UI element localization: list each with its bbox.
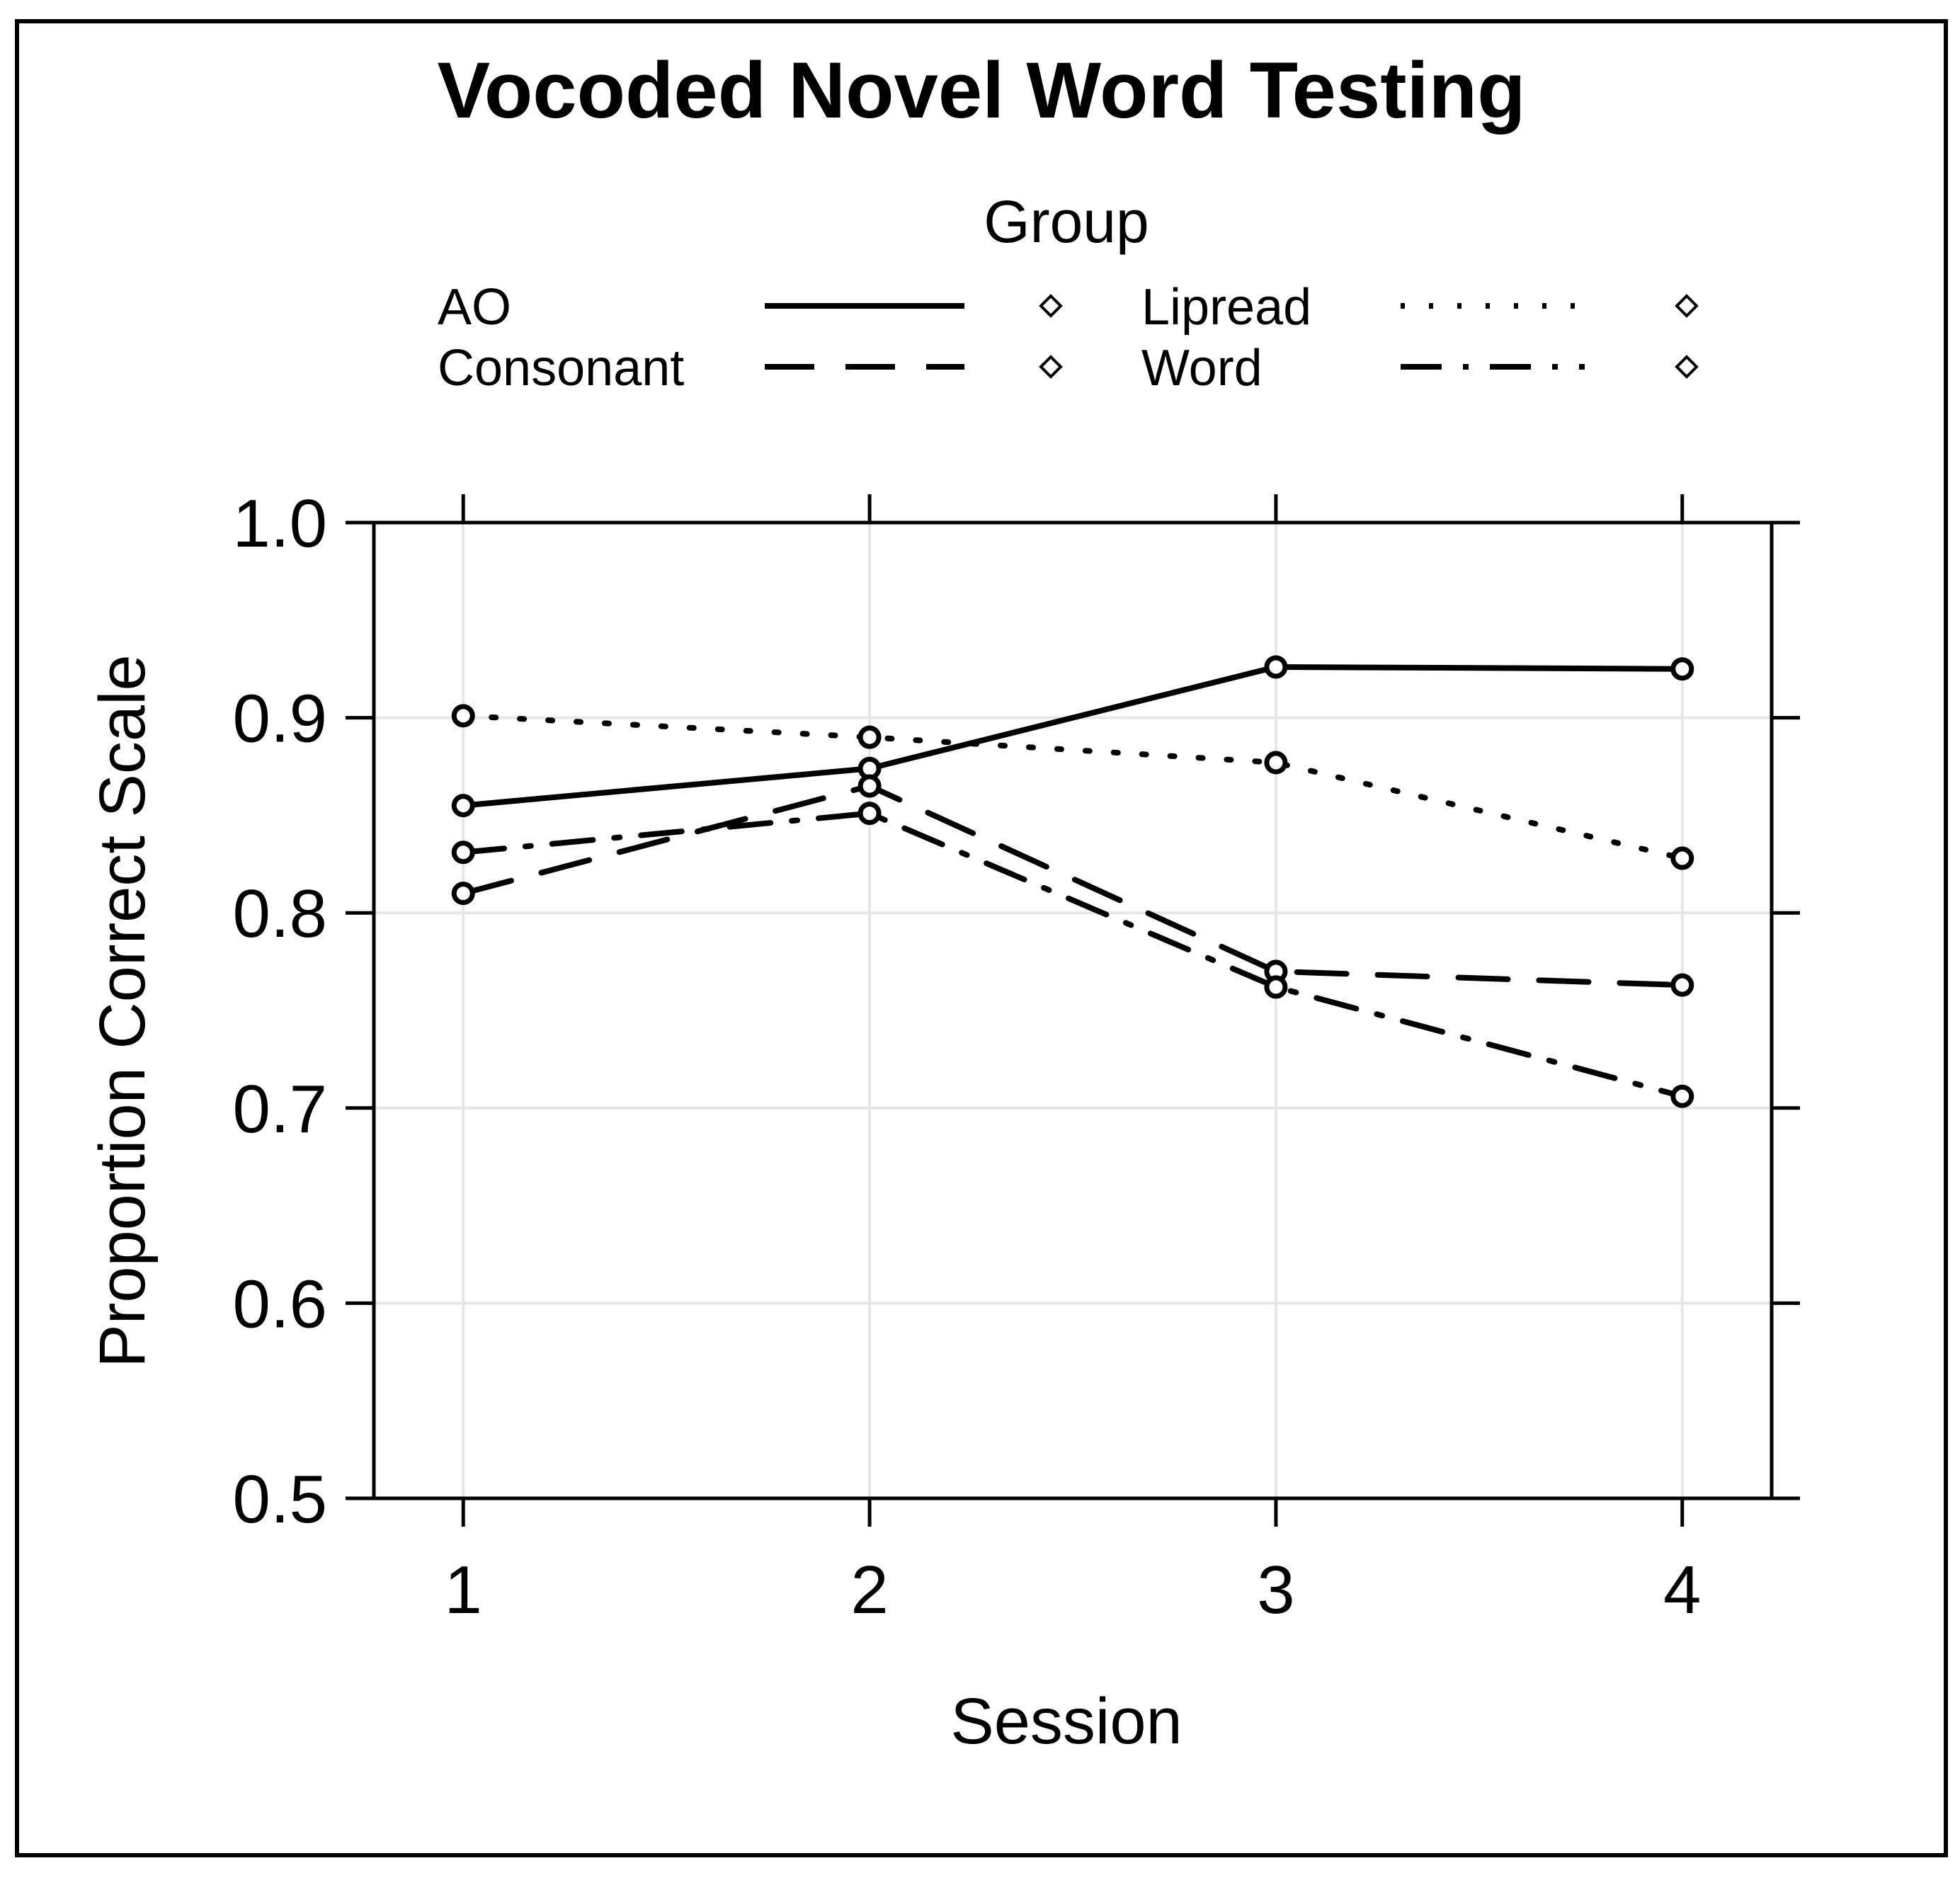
legend-item-ao: AO: [438, 279, 1063, 336]
series-lipread: [451, 704, 1694, 870]
x-tick-label: 2: [850, 1552, 888, 1628]
legend-label-lipread: Lipread: [1141, 279, 1311, 336]
legend-item-lipread: Lipread: [1141, 279, 1699, 336]
series-line-ao: [460, 663, 1685, 809]
axes: 0.5 0.6 0.7 0.8 0.9 1.0 1 2 3 4: [233, 486, 1800, 1628]
data-point-word-2: [858, 802, 882, 826]
data-point-ao-1: [451, 794, 475, 818]
data-point-lipread-3: [1264, 751, 1288, 775]
legend-marker-lipread: [1675, 294, 1699, 318]
data-point-ao-3: [1264, 655, 1288, 679]
legend-item-consonant: Consonant: [438, 340, 1063, 397]
x-axis-label: Session: [950, 1685, 1182, 1757]
data-point-lipread-2: [858, 725, 882, 749]
y-tick-label: 0.7: [233, 1071, 327, 1147]
y-tick-label: 0.9: [233, 681, 327, 757]
y-tick-label: 1.0: [233, 486, 327, 562]
legend-marker-word: [1675, 355, 1699, 379]
chart-title: Vocoded Novel Word Testing: [438, 46, 1526, 135]
y-tick-label: 0.6: [233, 1266, 327, 1342]
legend-item-word: Word: [1141, 340, 1699, 397]
series-ao: [451, 655, 1694, 818]
data-point-consonant-2: [858, 774, 882, 798]
series-line-lipread: [460, 712, 1685, 862]
series-line-word: [460, 810, 1685, 1100]
data-point-ao-4: [1670, 657, 1694, 681]
series-word: [451, 802, 1694, 1108]
outer-frame: [15, 19, 1948, 1857]
x-tick-label: 3: [1257, 1552, 1294, 1628]
legend-marker-consonant: [1039, 355, 1063, 379]
data-point-lipread-4: [1670, 846, 1694, 870]
data-point-lipread-1: [451, 704, 475, 728]
legend-label-word: Word: [1141, 340, 1263, 397]
legend-title: Group: [984, 188, 1149, 255]
data-point-consonant-4: [1670, 973, 1694, 997]
legend-label-ao: AO: [438, 279, 511, 336]
series-lines: [451, 655, 1694, 1108]
legend-label-consonant: Consonant: [438, 340, 684, 397]
data-point-word-3: [1264, 975, 1288, 999]
series-line-consonant: [460, 783, 1685, 989]
y-axis-label: Proportion Correct Scale: [86, 654, 159, 1367]
plot-frame: [372, 520, 1774, 1500]
data-point-consonant-1: [451, 882, 475, 906]
x-tick-label: 4: [1663, 1552, 1701, 1628]
y-tick-label: 0.8: [233, 876, 327, 952]
y-tick-label: 0.5: [233, 1462, 327, 1537]
data-point-word-4: [1670, 1084, 1694, 1108]
series-consonant: [451, 774, 1694, 997]
x-tick-label: 1: [445, 1552, 482, 1628]
data-point-word-1: [451, 841, 475, 865]
legend-marker-ao: [1039, 294, 1063, 318]
